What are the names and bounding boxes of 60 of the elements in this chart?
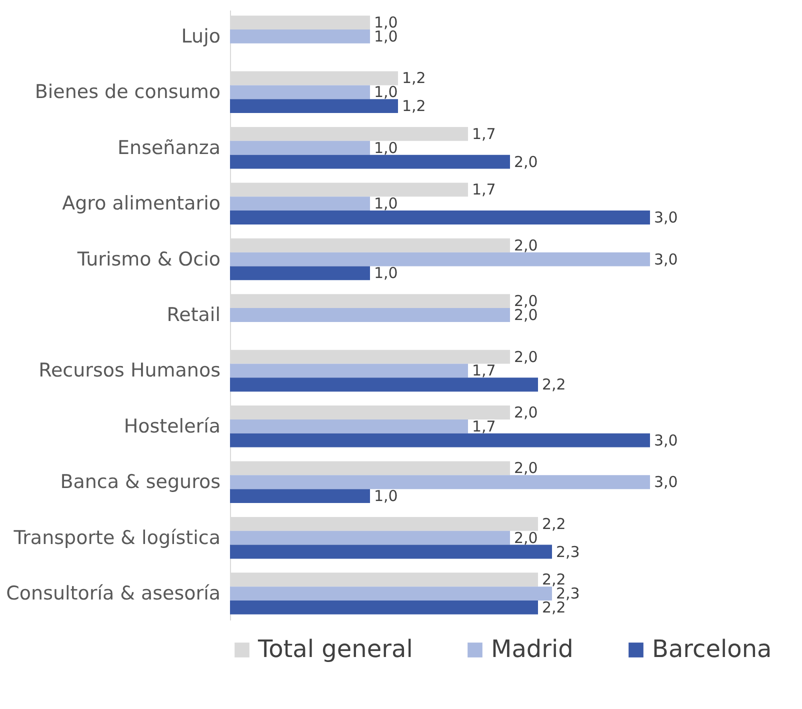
data-label: 2,2 (542, 376, 566, 394)
bar (230, 210, 650, 224)
bar (230, 475, 650, 490)
y-tick-label: Agro alimentario (62, 192, 220, 215)
y-tick-label: Consultoría & asesoría (6, 582, 220, 605)
data-label: 1,7 (472, 417, 496, 436)
bar (230, 154, 510, 169)
bar (230, 378, 538, 392)
bar (230, 196, 370, 211)
bar (230, 308, 510, 322)
data-label: 2,0 (514, 459, 538, 478)
bar (230, 600, 538, 614)
y-tick-label: Enseñanza (118, 136, 220, 159)
y-tick-label: Lujo (181, 25, 220, 48)
legend-label: Barcelona (652, 635, 772, 663)
data-label: 1,0 (374, 14, 398, 32)
data-label: 1,0 (374, 194, 398, 213)
data-label: 3,0 (654, 431, 678, 450)
data-label: 1,2 (402, 97, 426, 116)
bar (230, 266, 370, 280)
bar (230, 544, 552, 559)
data-label: 1,7 (472, 180, 496, 199)
data-label: 1,2 (402, 69, 426, 88)
bar (230, 30, 370, 44)
legend-label: Madrid (491, 635, 574, 663)
data-label: 1,0 (374, 487, 398, 506)
y-tick-label: Turismo & Ocio (76, 248, 220, 270)
data-label: 2,0 (514, 236, 538, 254)
bar (230, 99, 398, 114)
data-label: 3,0 (654, 208, 678, 227)
data-label: 2,0 (514, 403, 538, 422)
data-label: 1,7 (472, 362, 496, 380)
y-tick-label: Bienes de consumo (34, 81, 220, 104)
y-tick-label: Banca & seguros (60, 471, 220, 494)
bar (230, 85, 370, 100)
data-label: 1,0 (374, 138, 398, 157)
data-label: 1,7 (472, 124, 496, 143)
data-label: 2,0 (514, 348, 538, 366)
data-label: 1,0 (374, 264, 398, 282)
data-label: 3,0 (654, 473, 678, 492)
data-label: 1,0 (374, 83, 398, 102)
bar (230, 140, 370, 155)
bar (230, 586, 552, 600)
bar (230, 530, 510, 545)
data-label: 2,3 (556, 542, 580, 561)
data-label: 2,0 (514, 528, 538, 547)
data-label: 2,0 (514, 152, 538, 171)
data-label: 3,0 (654, 250, 678, 268)
y-tick-label: Recursos Humanos (38, 360, 220, 382)
legend-label: Total general (257, 635, 413, 663)
y-tick-label: Hostelería (124, 415, 220, 438)
y-tick-label: Transporte & logística (12, 526, 220, 549)
data-label: 2,0 (514, 292, 538, 310)
bar (230, 433, 650, 448)
bar (230, 419, 468, 434)
bar (230, 252, 650, 266)
y-tick-label: Retail (166, 304, 220, 326)
bar (230, 489, 370, 504)
bar (230, 364, 468, 378)
data-label: 2,2 (542, 514, 566, 533)
